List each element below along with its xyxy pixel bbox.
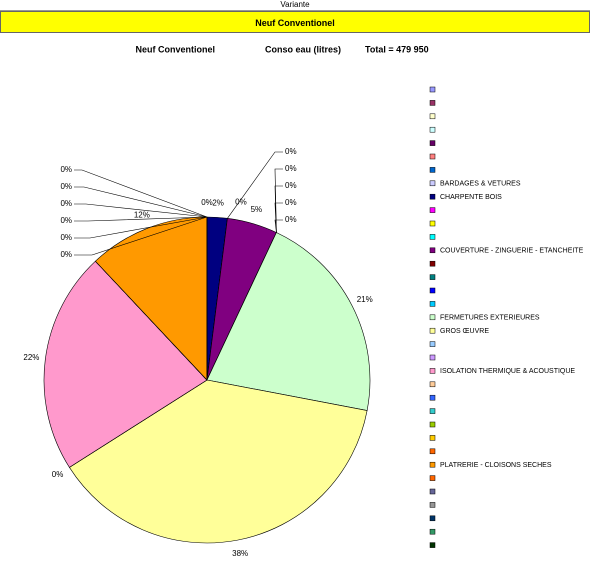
legend-label: GROS ŒUVRE: [440, 328, 489, 335]
legend-swatch: [429, 475, 436, 481]
legend-swatch: [429, 502, 436, 508]
pie-slice: [43, 260, 208, 468]
value-label: 0%: [60, 233, 72, 242]
value-label: 0%: [285, 181, 297, 190]
legend-label: COUVERTURE - ZINGUERIE - ETANCHEITE: [440, 248, 584, 255]
legend-label: ISOLATION THERMIQUE & ACOUSTIQUE: [440, 368, 575, 375]
leader-line: [74, 203, 208, 218]
leader-line: [274, 202, 283, 233]
legend-swatch: [429, 542, 436, 548]
value-label: 0%: [52, 470, 64, 479]
chart-title: Conso eau (litres): [265, 44, 341, 54]
legend-swatch: [429, 113, 436, 120]
value-label: 0%: [285, 164, 297, 173]
legend-swatch: [429, 220, 436, 227]
value-label: 0%: [285, 198, 297, 207]
value-label: 0%: [285, 147, 297, 156]
leader-line: [227, 151, 283, 219]
legend-swatch: [429, 167, 436, 173]
legend-swatch: [429, 528, 436, 535]
chart: Neuf Conventionel Conso eau (litres) Tot…: [23, 44, 584, 558]
value-label: 0%: [60, 182, 72, 191]
legend-swatch: [429, 448, 436, 455]
legend-swatch: [429, 193, 436, 200]
legend-swatch: [429, 153, 436, 160]
chart-title: Total = 479 950: [365, 44, 429, 54]
leader-line: [74, 216, 208, 256]
leader-line: [74, 216, 208, 239]
legend-swatch: [429, 274, 436, 280]
legend-swatch: [429, 368, 436, 374]
value-label: 0%: [285, 215, 297, 224]
legend-label: PLATRERIE - CLOISONS SECHES: [440, 462, 552, 469]
value-label: 0%: [60, 250, 72, 259]
legend-label: CHARPENTE BOIS: [440, 194, 502, 201]
legend-swatch: [429, 140, 436, 146]
legend-swatch: [429, 421, 436, 428]
legend-swatch: [429, 488, 436, 495]
value-label: 22%: [23, 353, 39, 362]
value-label: 21%: [357, 295, 373, 304]
leader-line: [74, 216, 208, 222]
legend-swatch: [429, 287, 436, 294]
value-label: 0%: [235, 197, 247, 206]
value-label: 38%: [232, 549, 248, 558]
pie-slice: [68, 379, 368, 544]
legend-swatch: [429, 180, 436, 187]
value-label: 0%: [60, 199, 72, 208]
value-label: 12%: [134, 211, 150, 220]
sheet-label: Variante: [0, 0, 590, 11]
value-label: 0%: [201, 198, 213, 207]
legend-swatch: [429, 435, 436, 441]
value-label: 5%: [251, 205, 263, 214]
legend-swatch: [429, 341, 436, 347]
banner: Neuf Conventionel: [0, 11, 590, 33]
leader-line: [74, 169, 208, 218]
legend-swatch: [429, 86, 436, 93]
legend-swatch: [429, 126, 436, 133]
chart-title: Neuf Conventionel: [135, 44, 215, 54]
legend-swatch: [429, 354, 436, 361]
leader-line: [74, 186, 208, 218]
legend-swatch: [429, 394, 436, 401]
legend-swatch: [429, 461, 436, 468]
legend-swatch: [429, 260, 436, 267]
legend-swatch: [429, 247, 436, 254]
legend-swatch: [429, 234, 436, 240]
legend-swatch: [429, 207, 436, 213]
legend-swatch: [429, 515, 436, 522]
legend-label: BARDAGES & VETURES: [440, 181, 521, 188]
value-label: 2%: [212, 198, 224, 207]
legend-swatch: [429, 314, 436, 321]
legend-swatch: [429, 301, 436, 307]
leader-line: [274, 219, 283, 233]
legend-swatch: [429, 381, 436, 388]
pie-slice: [206, 232, 371, 411]
legend-swatch: [429, 327, 436, 334]
value-label: 0%: [60, 216, 72, 225]
value-label: 0%: [60, 165, 72, 174]
legend-swatch: [429, 100, 436, 106]
legend-label: FERMETURES EXTERIEURES: [440, 315, 540, 322]
legend-swatch: [429, 408, 436, 414]
